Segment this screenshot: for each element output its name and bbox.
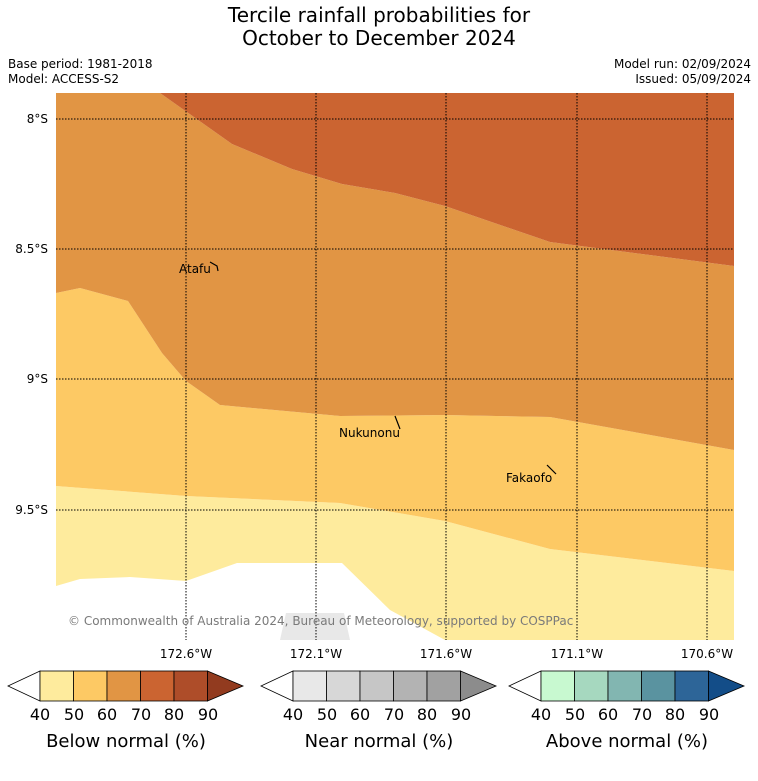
fakaofo-atoll [546, 464, 557, 475]
colorbar-below-overflow [207, 670, 245, 702]
base-period: Base period: 1981-2018 [8, 57, 153, 71]
below-tick-70: 70 [130, 705, 152, 724]
colorbar-below-seg-80-90 [173, 670, 208, 702]
above-tick-70: 70 [631, 705, 653, 724]
graticule [56, 93, 734, 640]
meta-left: Base period: 1981-2018 Model: ACCESS-S2 [8, 57, 153, 87]
colorbar-above-seg-60-70 [607, 670, 642, 702]
region-below-40-50 [56, 486, 734, 640]
near-tick-60: 60 [349, 705, 371, 724]
near-tick-50: 50 [316, 705, 338, 724]
region-below-70-80 [160, 93, 734, 266]
colorbar-above-seg-80-90 [674, 670, 709, 702]
near-tick-90: 90 [450, 705, 472, 724]
copyright-notice: © Commonwealth of Australia 2024, Bureau… [68, 614, 574, 628]
colorbar-near-seg-80-90 [426, 670, 461, 702]
below-tick-40: 40 [29, 705, 51, 724]
above-tick-50: 50 [564, 705, 586, 724]
below-tick-80: 80 [163, 705, 185, 724]
below-tick-60: 60 [96, 705, 118, 724]
colorbar-near-seg-40-50 [292, 670, 327, 702]
place-atafu: Atafu [179, 262, 211, 276]
region-below-50-60 [56, 288, 734, 571]
colorbar-above-seg-50-60 [574, 670, 609, 702]
colorbar-near-underflow [260, 670, 294, 702]
colorbar-above-seg-40-50 [540, 670, 575, 702]
colorbar-above [508, 670, 746, 702]
lon-label-172-1: 172.1°W [289, 647, 343, 661]
lon-label-172-6: 172.6°W [159, 647, 213, 661]
atafu-atoll [209, 261, 219, 272]
lon-label-171-6: 171.6°W [419, 647, 473, 661]
above-tick-80: 80 [664, 705, 686, 724]
model-run: Model run: 02/09/2024 [613, 57, 751, 71]
below-tick-90: 90 [197, 705, 219, 724]
lon-label-171-1: 171.1°W [550, 647, 604, 661]
region-near-40-50 [280, 613, 350, 640]
colorbar-above-underflow [508, 670, 542, 702]
colorbar-near [260, 670, 498, 702]
colorbar-below-seg-60-70 [106, 670, 141, 702]
nukunonu-atoll [394, 415, 401, 430]
above-tick-40: 40 [530, 705, 552, 724]
place-fakaofo: Fakaofo [506, 471, 553, 485]
meta-right: Model run: 02/09/2024 Issued: 05/09/2024 [614, 57, 751, 87]
near-tick-80: 80 [416, 705, 438, 724]
colorbar-above-seg-70-80 [641, 670, 676, 702]
colorbar-below-underflow [7, 670, 41, 702]
above-tick-60: 60 [597, 705, 619, 724]
colorbar-below-seg-40-50 [39, 670, 74, 702]
colorbar-above-overflow [708, 670, 746, 702]
near-tick-70: 70 [383, 705, 405, 724]
colorbar-below [7, 670, 245, 702]
place-nukunonu: Nukunonu [339, 426, 400, 440]
above-tick-90: 90 [698, 705, 720, 724]
below-tick-50: 50 [63, 705, 85, 724]
colorbar-near-overflow [460, 670, 498, 702]
atoll-outlines [209, 261, 557, 475]
colorbar-below-seg-50-60 [73, 670, 108, 702]
region-below-60-70 [56, 93, 734, 450]
colorbar-near-seg-60-70 [359, 670, 394, 702]
title-line-1: Tercile rainfall probabilities for [227, 3, 531, 27]
colorbar-below-label: Below normal (%) [46, 731, 206, 752]
lat-label-9-5: 9.5°S [15, 503, 48, 517]
near-tick-40: 40 [282, 705, 304, 724]
colorbar-below-seg-70-80 [140, 670, 175, 702]
issued-date: Issued: 05/09/2024 [635, 72, 751, 86]
lat-label-8-5: 8.5°S [15, 242, 48, 256]
lon-label-170-6: 170.6°W [680, 647, 734, 661]
lat-label-8: 8°S [26, 112, 48, 126]
lat-label-9: 9°S [26, 372, 48, 386]
colorbar-near-seg-50-60 [326, 670, 361, 702]
colorbar-above-label: Above normal (%) [545, 731, 709, 752]
colorbar-near-label: Near normal (%) [304, 731, 454, 752]
model-name: Model: ACCESS-S2 [8, 72, 120, 86]
map-title: Tercile rainfall probabilities for Octob… [0, 4, 758, 50]
colorbar-near-seg-70-80 [393, 670, 428, 702]
title-line-2: October to December 2024 [242, 26, 516, 50]
